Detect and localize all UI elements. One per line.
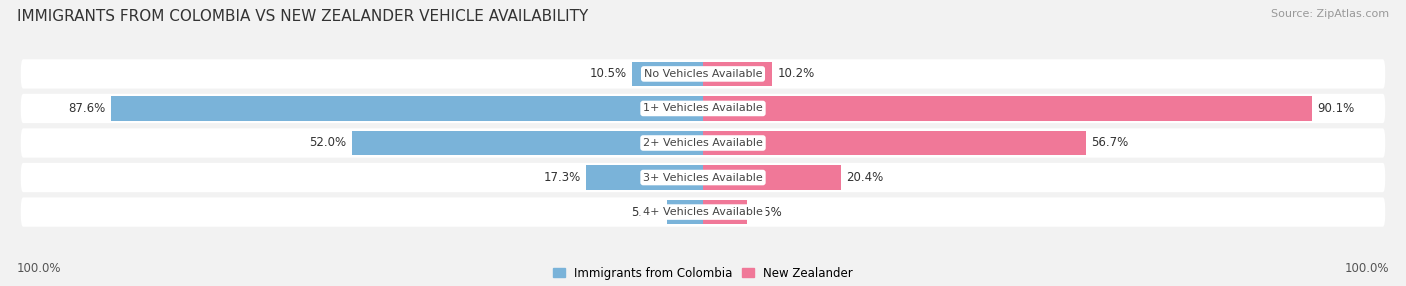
FancyBboxPatch shape xyxy=(21,197,1385,227)
Bar xyxy=(703,96,1312,121)
FancyBboxPatch shape xyxy=(21,163,1385,192)
Text: 100.0%: 100.0% xyxy=(17,262,62,275)
Text: 6.5%: 6.5% xyxy=(752,206,782,219)
Text: 4+ Vehicles Available: 4+ Vehicles Available xyxy=(643,207,763,217)
Bar xyxy=(703,62,772,86)
Text: 5.4%: 5.4% xyxy=(631,206,661,219)
FancyBboxPatch shape xyxy=(21,94,1385,123)
Bar xyxy=(586,165,703,190)
Legend: Immigrants from Colombia, New Zealander: Immigrants from Colombia, New Zealander xyxy=(553,267,853,280)
Text: 56.7%: 56.7% xyxy=(1091,136,1129,150)
Bar xyxy=(111,96,703,121)
Bar xyxy=(666,200,703,224)
FancyBboxPatch shape xyxy=(21,128,1385,158)
Bar xyxy=(703,165,841,190)
Bar xyxy=(703,200,747,224)
Text: 1+ Vehicles Available: 1+ Vehicles Available xyxy=(643,104,763,114)
Text: IMMIGRANTS FROM COLOMBIA VS NEW ZEALANDER VEHICLE AVAILABILITY: IMMIGRANTS FROM COLOMBIA VS NEW ZEALANDE… xyxy=(17,9,588,23)
Text: 10.5%: 10.5% xyxy=(589,67,627,80)
Text: 90.1%: 90.1% xyxy=(1317,102,1354,115)
Bar xyxy=(352,131,703,155)
Text: 17.3%: 17.3% xyxy=(544,171,581,184)
Bar xyxy=(633,62,703,86)
Text: 3+ Vehicles Available: 3+ Vehicles Available xyxy=(643,172,763,182)
Text: 10.2%: 10.2% xyxy=(778,67,814,80)
Text: 52.0%: 52.0% xyxy=(309,136,346,150)
Text: 87.6%: 87.6% xyxy=(69,102,105,115)
Text: 2+ Vehicles Available: 2+ Vehicles Available xyxy=(643,138,763,148)
Text: 20.4%: 20.4% xyxy=(846,171,883,184)
Text: 100.0%: 100.0% xyxy=(1344,262,1389,275)
Text: Source: ZipAtlas.com: Source: ZipAtlas.com xyxy=(1271,9,1389,19)
Bar xyxy=(703,131,1085,155)
Text: No Vehicles Available: No Vehicles Available xyxy=(644,69,762,79)
FancyBboxPatch shape xyxy=(21,59,1385,89)
